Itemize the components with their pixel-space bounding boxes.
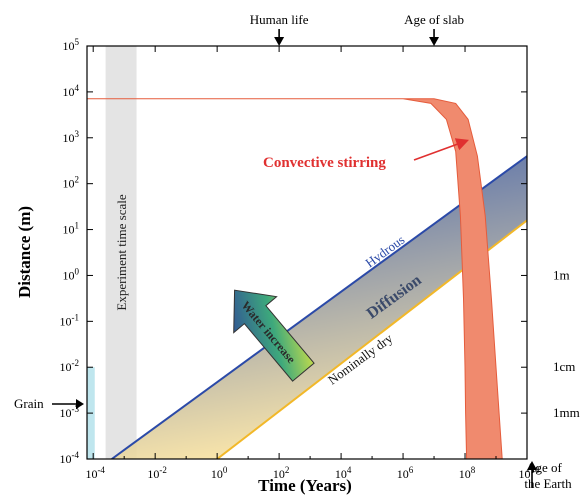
y-tick-label: 100 (63, 266, 80, 282)
age-of-earth-arrow (527, 461, 537, 488)
convective-stirring-label: Convective stirring (263, 155, 386, 171)
convective-stirring-band (87, 98, 503, 459)
y-tick-label: 102 (63, 175, 80, 191)
grain-arrow (52, 399, 84, 409)
top-marker-label: Age of slab (404, 12, 464, 27)
hydrous-line (111, 155, 527, 459)
plot-frame (86, 45, 528, 460)
y-tick-label: 10-2 (60, 358, 80, 374)
x-tick-label: 10-4 (85, 465, 105, 481)
y-tick-label: 10-3 (60, 404, 80, 420)
top-marker-arrowhead (429, 37, 440, 46)
right-scale-label: 1mm (553, 405, 580, 420)
x-tick-label: 100 (211, 465, 228, 481)
y-tick-label: 104 (63, 83, 80, 99)
top-marker-label: Human life (250, 12, 309, 27)
y-tick-label: 101 (63, 221, 80, 237)
grain-label: Grain (14, 396, 44, 411)
experiment-time-scale-label: Experiment time scale (114, 194, 129, 310)
x-tick-label: 104 (335, 465, 352, 481)
x-tick-label: 10-2 (147, 465, 167, 481)
right-scale-label: 1cm (553, 359, 575, 374)
x-axis-title: Time (Years) (258, 476, 352, 495)
y-tick-label: 105 (63, 37, 80, 53)
top-marker-arrowhead (274, 37, 285, 46)
experiment-time-band (105, 46, 137, 459)
x-tick-label: 102 (273, 465, 290, 481)
right-scale-label: 1m (553, 267, 570, 282)
x-tick-label: 106 (397, 465, 414, 481)
age-of-earth-label-line2: the Earth (524, 476, 572, 491)
y-tick-label: 103 (63, 129, 80, 145)
y-tick-label: 10-4 (60, 450, 80, 466)
x-tick-label: 108 (459, 465, 476, 481)
convective-stirring-arrow (413, 138, 470, 161)
y-axis-title: Distance (m) (15, 206, 34, 298)
y-tick-label: 10-1 (60, 312, 80, 328)
age-of-earth-label-line1: Age of (526, 460, 562, 475)
